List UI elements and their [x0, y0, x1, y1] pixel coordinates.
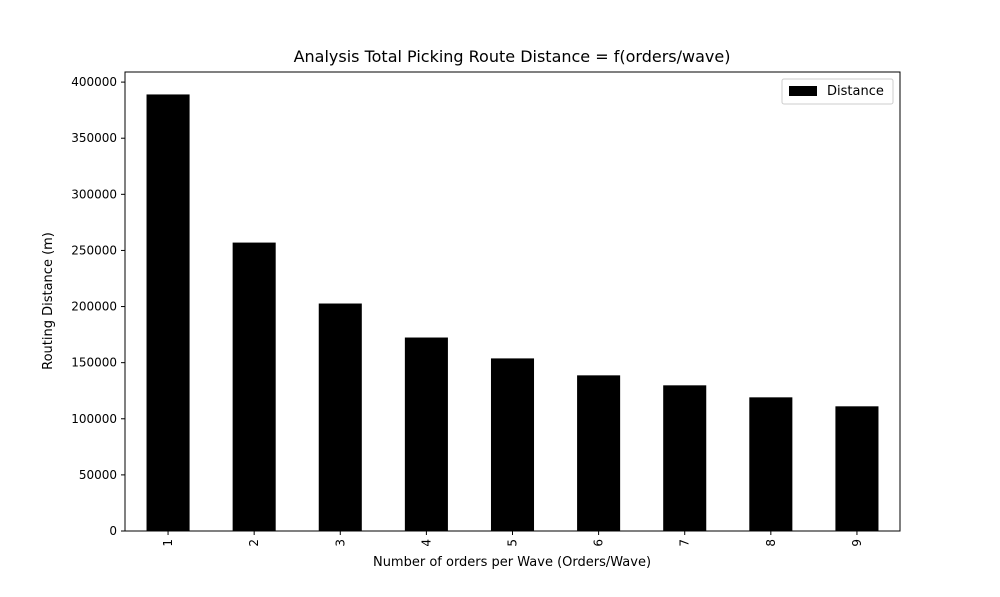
- x-axis-label: Number of orders per Wave (Orders/Wave): [373, 555, 651, 570]
- bar-6: [577, 375, 621, 531]
- x-tick-label: 2: [247, 539, 261, 547]
- bar-4: [404, 337, 448, 531]
- y-axis-label: Routing Distance (m): [41, 232, 56, 370]
- y-tick-label: 200000: [71, 300, 117, 314]
- plot-frame: [124, 71, 901, 532]
- y-tick-label: 50000: [79, 468, 117, 482]
- y-tick-label: 150000: [71, 356, 117, 370]
- bar-3: [318, 303, 362, 531]
- x-tick-label: 8: [764, 539, 778, 547]
- x-tick-label: 5: [506, 539, 520, 547]
- x-tick-label: 1: [161, 539, 175, 547]
- y-tick-label: 300000: [71, 187, 117, 201]
- legend-label: Distance: [827, 84, 884, 99]
- x-tick-label: 3: [333, 539, 347, 547]
- legend: Distance: [781, 78, 894, 105]
- x-tick-label: 7: [678, 539, 692, 547]
- x-tick-label: 4: [419, 539, 433, 547]
- y-tick-label: 350000: [71, 131, 117, 145]
- bar-8: [749, 397, 793, 531]
- bar-7: [663, 385, 707, 531]
- legend-swatch: [789, 86, 817, 96]
- y-tick-label: 0: [109, 524, 117, 538]
- x-tick-label: 6: [592, 539, 606, 547]
- y-tick-label: 100000: [71, 412, 117, 426]
- y-tick-label: 250000: [71, 243, 117, 257]
- bar-9: [835, 406, 879, 531]
- chart-title: Analysis Total Picking Route Distance = …: [294, 47, 731, 66]
- bar-2: [232, 242, 276, 531]
- bar-5: [490, 358, 535, 531]
- y-tick-label: 400000: [71, 75, 117, 89]
- bar-1: [146, 94, 190, 532]
- x-tick-label: 9: [850, 539, 864, 547]
